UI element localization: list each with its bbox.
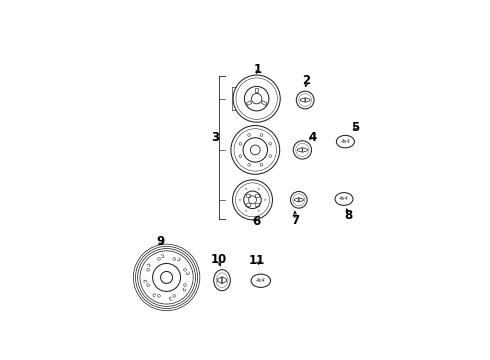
- Bar: [246, 194, 249, 197]
- Bar: [262, 101, 267, 105]
- Text: 2: 2: [302, 74, 311, 87]
- Bar: [246, 203, 249, 206]
- Bar: [255, 194, 259, 197]
- Text: 9: 9: [156, 235, 164, 248]
- Text: 11: 11: [249, 254, 266, 267]
- Text: 1: 1: [254, 63, 262, 76]
- Text: 7: 7: [291, 214, 299, 227]
- Bar: [255, 87, 258, 92]
- Text: 4: 4: [308, 131, 316, 144]
- Text: 4x4: 4x4: [339, 197, 349, 202]
- Text: 3: 3: [211, 131, 219, 144]
- Text: 10: 10: [210, 253, 226, 266]
- Text: 6: 6: [252, 216, 261, 229]
- Text: 4x4: 4x4: [256, 278, 266, 283]
- Text: 8: 8: [344, 208, 353, 221]
- Text: 5: 5: [351, 121, 359, 134]
- Bar: [246, 101, 252, 105]
- Text: 4x4: 4x4: [341, 139, 350, 144]
- Bar: [255, 203, 259, 206]
